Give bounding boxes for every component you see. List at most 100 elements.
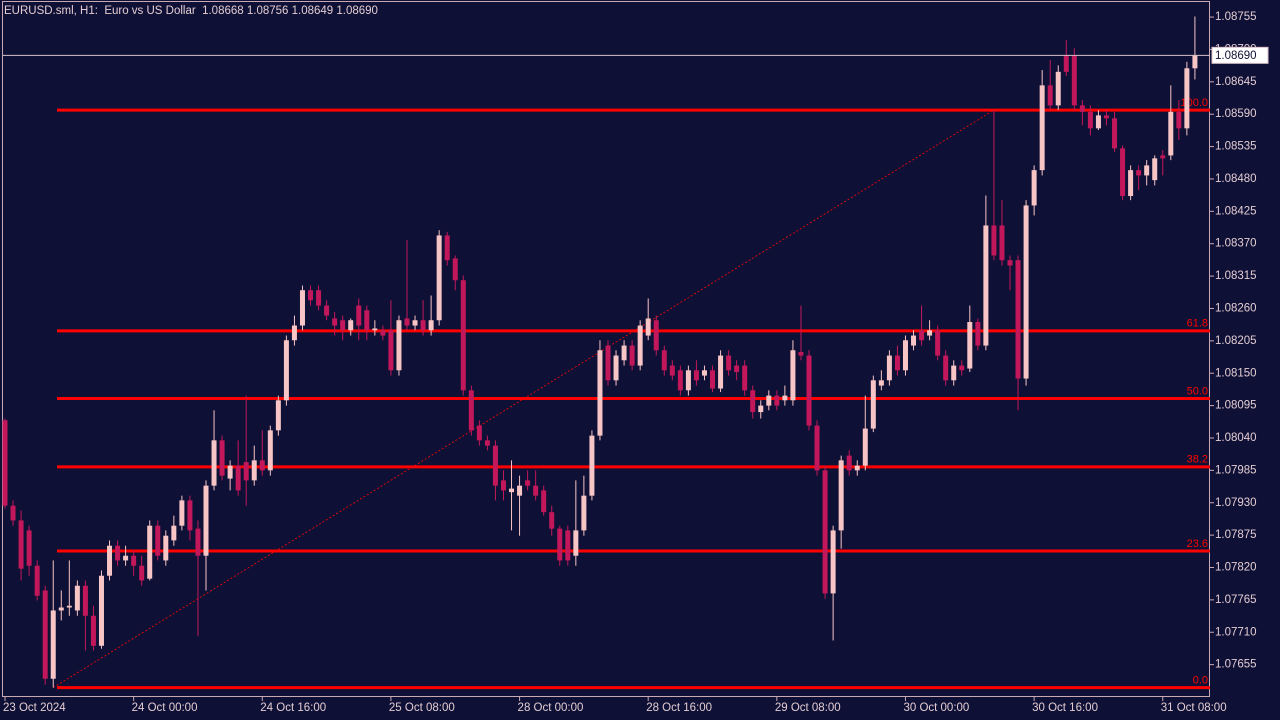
candle-body (275, 400, 281, 431)
candle-body (420, 320, 426, 331)
fib-level-label: 38.2 (1187, 454, 1208, 466)
candle-body (90, 615, 96, 646)
candle-body (750, 390, 756, 413)
candle-body (1015, 260, 1021, 379)
candle-body (557, 528, 563, 561)
candle-body (919, 330, 925, 341)
y-tick-label: 1.07655 (1215, 659, 1257, 671)
candle-body (58, 607, 64, 611)
candle-body (927, 330, 933, 336)
y-tick-label: 1.07765 (1215, 594, 1257, 606)
candle-body (243, 462, 249, 481)
candle-body (348, 320, 354, 331)
candle-body (500, 480, 506, 491)
candle-body (291, 325, 297, 341)
candle-body (412, 320, 418, 326)
candle-body (115, 545, 121, 561)
candle-body (372, 328, 378, 331)
candle-body (1031, 170, 1037, 206)
candle-body (999, 225, 1005, 261)
candle-body (251, 460, 257, 481)
candle-body (235, 465, 241, 491)
x-tick-label: 28 Oct 16:00 (646, 702, 712, 714)
candle-body (710, 370, 716, 389)
candle-body (107, 545, 113, 576)
candle-body (726, 355, 732, 371)
candle-body (637, 325, 643, 366)
y-tick-label: 1.08425 (1215, 205, 1257, 217)
candle-body (653, 320, 659, 351)
candle-body (1160, 155, 1166, 159)
y-tick-label: 1.08315 (1215, 270, 1257, 282)
candle-body (1144, 165, 1150, 176)
candle-body (1112, 118, 1118, 149)
candle-body (525, 480, 531, 486)
candle-body (774, 395, 780, 406)
candle-body (798, 352, 804, 356)
candle-body (766, 395, 772, 406)
candle-body (219, 440, 225, 476)
candle-body (1184, 68, 1190, 129)
candle-body (597, 350, 603, 436)
candle-body (388, 330, 394, 371)
candle-body (581, 495, 587, 531)
y-tick-label: 1.08040 (1215, 432, 1257, 444)
y-tick-label: 1.08590 (1215, 108, 1257, 120)
candle-body (18, 520, 24, 569)
y-tick-label: 1.08535 (1215, 141, 1257, 153)
candle-body (509, 488, 515, 493)
candle-body (42, 590, 48, 679)
y-tick-label: 1.08150 (1215, 367, 1257, 379)
candle-body (589, 435, 595, 496)
y-tick-label: 1.08370 (1215, 238, 1257, 250)
candle-body (1176, 111, 1182, 129)
y-tick-label: 1.08205 (1215, 335, 1257, 347)
candle-body (645, 318, 651, 336)
candle-body (380, 330, 386, 336)
candle-body (1128, 170, 1134, 197)
candle-body (854, 465, 860, 471)
candle-body (1095, 115, 1101, 129)
candle-body (718, 355, 724, 389)
candle-body (259, 460, 265, 471)
candle-body (460, 280, 466, 391)
candle-body (476, 425, 482, 441)
candle-body (324, 305, 330, 316)
candle-body (1023, 205, 1029, 379)
candle-body (991, 225, 997, 256)
candle-body (332, 318, 338, 326)
candle-body (758, 405, 764, 413)
candle-body (171, 525, 177, 541)
y-tick-label: 1.08480 (1215, 173, 1257, 185)
candle-body (621, 345, 627, 361)
plot-frame (2, 1, 1210, 697)
candle-body (356, 305, 362, 326)
y-tick-label: 1.07930 (1215, 497, 1257, 509)
y-tick-label: 1.08755 (1215, 11, 1257, 23)
candle-body (742, 365, 748, 391)
x-tick-label: 31 Oct 08:00 (1161, 702, 1227, 714)
candle-body (364, 310, 370, 331)
candle-body (701, 370, 707, 376)
candle-body (123, 555, 129, 561)
candle-body (669, 365, 675, 376)
candle-body (951, 365, 957, 381)
candle-body (830, 530, 836, 594)
candle-body (806, 355, 812, 426)
y-tick-label: 1.08645 (1215, 76, 1257, 88)
candle-body (1168, 111, 1174, 156)
candle-body (629, 345, 635, 366)
candle-body (163, 535, 169, 561)
candle-body (790, 350, 796, 401)
candle-body (316, 290, 322, 306)
x-tick-label: 28 Oct 00:00 (518, 702, 584, 714)
fib-level-label: 61.8 (1187, 318, 1208, 330)
y-tick-label: 1.08260 (1215, 303, 1257, 315)
x-tick-label: 23 Oct 2024 (3, 702, 66, 714)
candle-body (492, 445, 498, 486)
candle-body (50, 610, 56, 679)
candle-body (661, 350, 667, 371)
candle-body (468, 390, 474, 431)
candle-body (187, 500, 193, 531)
